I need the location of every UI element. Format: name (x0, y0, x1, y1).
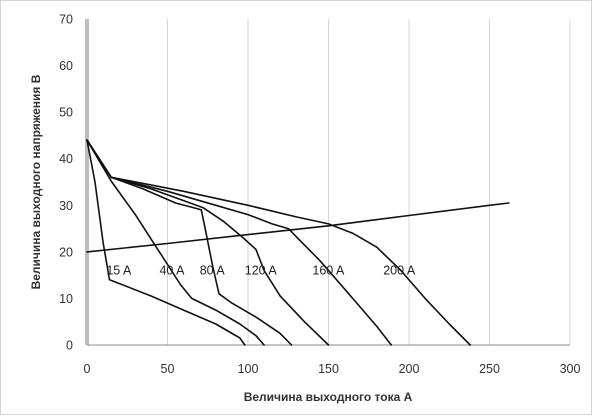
y-tick-label-50: 50 (59, 106, 73, 120)
x-tick-label-150: 150 (318, 362, 339, 376)
x-tick-label-300: 300 (560, 362, 581, 376)
curve-label-160-a: 160 A (312, 263, 345, 277)
x-tick-labels: 0 50 100 150 200 250 300 (84, 362, 581, 376)
x-tick-label-200: 200 (399, 362, 420, 376)
series-lines (86, 139, 510, 346)
x-tick-label-0: 0 (84, 362, 91, 376)
y-tick-label-40: 40 (59, 152, 73, 166)
y-axis-title: Величина выходного напряжения В (29, 74, 43, 289)
y-tick-label-0: 0 (66, 339, 73, 353)
x-tick-label-50: 50 (161, 362, 175, 376)
y-tick-labels: 0 10 20 30 40 50 60 70 (59, 13, 73, 353)
x-axis-title: Величина выходного тока А (244, 390, 413, 404)
y-tick-label-70: 70 (59, 13, 73, 27)
curve-label-15-a: 15 A (106, 263, 132, 277)
curve-label-40-a: 40 A (159, 263, 185, 277)
series-line-load-line (86, 202, 510, 253)
series-line-160-a (86, 139, 393, 346)
curve-label-80-a: 80 A (200, 263, 226, 277)
series-line-80-a (86, 139, 293, 346)
vertical-gridlines (167, 19, 571, 345)
series-line-40-a (86, 139, 265, 346)
y-tick-label-20: 20 (59, 245, 73, 259)
y-tick-label-10: 10 (59, 292, 73, 306)
curve-label-200-a: 200 A (383, 263, 416, 277)
x-tick-label-250: 250 (479, 362, 500, 376)
curve-labels: 15 A 40 A 80 A 120 A 160 A 200 A (106, 263, 416, 277)
series-line-15-a (86, 139, 246, 346)
curve-label-120-a: 120 A (245, 263, 278, 277)
x-tick-label-100: 100 (238, 362, 259, 376)
y-tick-label-30: 30 (59, 199, 73, 213)
series-line-120-a (86, 139, 330, 346)
y-tick-label-60: 60 (59, 59, 73, 73)
series-line-200-a (86, 139, 471, 346)
